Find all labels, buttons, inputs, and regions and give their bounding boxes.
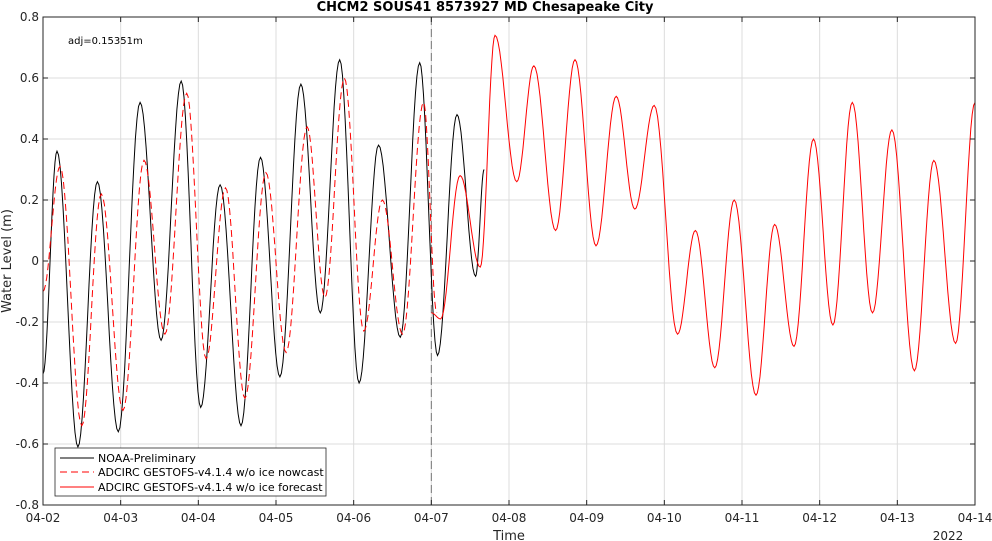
y-tick-label: 0 <box>31 254 39 268</box>
x-tick-label: 04-05 <box>259 511 294 525</box>
x-tick-label: 04-08 <box>492 511 527 525</box>
legend: NOAA-Preliminary ADCIRC GESTOFS-v4.1.4 w… <box>54 447 327 497</box>
x-tick-label: 04-13 <box>880 511 915 525</box>
y-tick-label: -0.2 <box>16 315 39 329</box>
y-tick-label: 0.6 <box>20 71 39 85</box>
y-axis-label: Water Level (m) <box>0 209 15 313</box>
x-tick-label: 04-06 <box>336 511 371 525</box>
y-tick-label: -0.8 <box>16 498 39 512</box>
y-tick-label: -0.6 <box>16 437 39 451</box>
x-tick-label: 04-12 <box>802 511 837 525</box>
x-tick-label: 04-09 <box>569 511 604 525</box>
legend-label-nowcast: ADCIRC GESTOFS-v4.1.4 w/o ice nowcast <box>98 466 324 479</box>
x-tick-label: 04-02 <box>26 511 61 525</box>
x-tick-label: 04-07 <box>414 511 449 525</box>
x-tick-label: 04-04 <box>181 511 216 525</box>
x-tick-label: 04-03 <box>103 511 138 525</box>
legend-label-noaa: NOAA-Preliminary <box>98 452 196 465</box>
x-axis-label: Time <box>492 529 525 541</box>
series-lines <box>42 34 976 449</box>
series-line-noaa-preliminary <box>42 58 485 449</box>
x-tick-label: 04-14 <box>958 511 992 525</box>
y-tick-label: 0.8 <box>20 10 39 24</box>
adjustment-annotation: adj=0.15351m <box>68 36 143 47</box>
x-tick-label: 04-10 <box>647 511 682 525</box>
x-tick-label: 04-11 <box>725 511 760 525</box>
y-tick-label: -0.4 <box>16 376 39 390</box>
year-label: 2022 <box>933 529 964 541</box>
chart-title: CHCM2 SOUS41 8573927 MD Chesapeake City <box>317 0 654 15</box>
series-line-forecast <box>431 34 976 397</box>
y-tick-label: 0.2 <box>20 193 39 207</box>
series-line-nowcast <box>42 76 438 427</box>
legend-label-forecast: ADCIRC GESTOFS-v4.1.4 w/o ice forecast <box>98 481 323 494</box>
axis-ticks: 04-02 04-03 04-04 04-05 04-06 04-07 04-08 04-09… <box>16 10 992 525</box>
y-tick-label: 0.4 <box>20 132 39 146</box>
